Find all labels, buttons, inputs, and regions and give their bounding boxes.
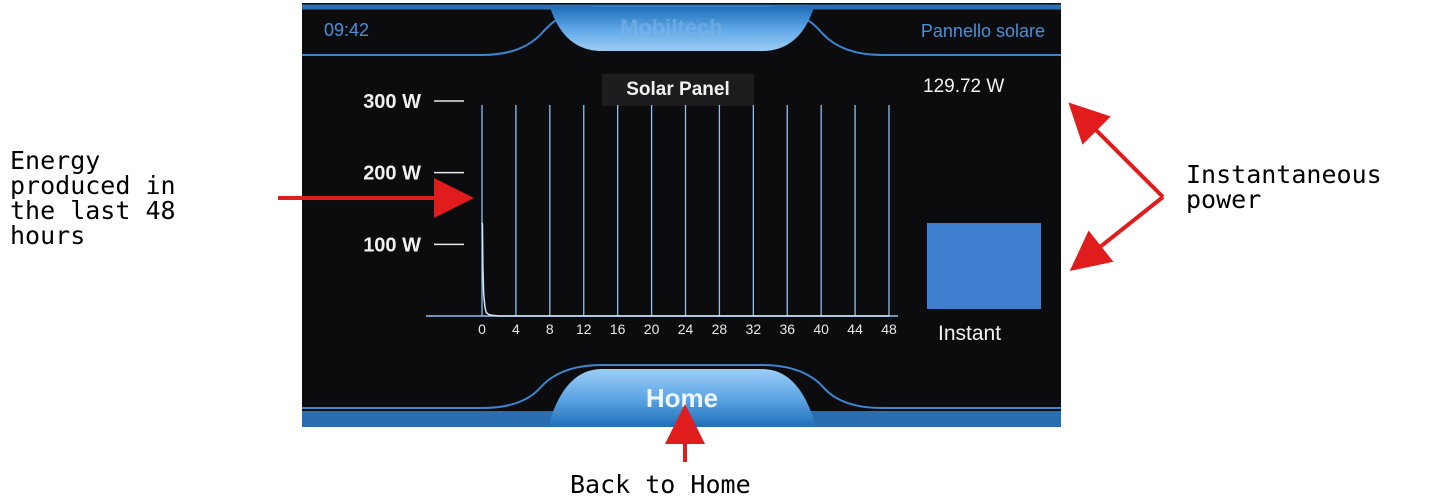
brand-logo: Mobiltech	[620, 15, 723, 40]
back-home-annotation: Back to Home	[570, 470, 751, 499]
instant-power-annotation: Instantaneous power	[1186, 160, 1382, 214]
x-tick-label-24: 24	[678, 321, 694, 337]
x-tick-label-20: 20	[644, 321, 660, 337]
instant-power-bar	[927, 223, 1041, 309]
x-tick-label-16: 16	[610, 321, 626, 337]
instant-arrow-up	[1068, 102, 1165, 199]
x-tick-label-48: 48	[881, 321, 897, 337]
top-tab	[550, 7, 814, 51]
x-tick-label-40: 40	[813, 321, 829, 337]
series-line-0	[481, 222, 889, 317]
x-tick-label-8: 8	[546, 321, 554, 337]
x-tick-label-0: 0	[478, 321, 486, 337]
y-tick-label-100: 100 W	[363, 234, 421, 256]
x-tick-label-12: 12	[576, 321, 592, 337]
x-tick-label-32: 32	[746, 321, 762, 337]
bottom-tab	[548, 369, 816, 427]
energy-annotation: Energy produced in the last 48 hours	[10, 146, 176, 250]
page-title: Pannello solare	[920, 21, 1045, 41]
y-tick-label-200: 200 W	[363, 163, 421, 185]
home-button[interactable]: Home	[645, 383, 719, 413]
instant-power-value: 129.72 W	[923, 76, 1005, 97]
chart-title: Solar Panel	[602, 74, 754, 106]
x-tick-label-4: 4	[512, 321, 520, 337]
bottom-frame-outline	[302, 364, 1061, 409]
instant-arrow-down	[1069, 195, 1165, 271]
device-screen: 09:42 Mobiltech Pannello solare Solar Pa…	[302, 3, 1061, 427]
instant-label: Instant	[938, 322, 1002, 345]
y-tick-label-300: 300 W	[363, 91, 421, 113]
screen-frame	[302, 4, 1061, 427]
x-tick-label-28: 28	[712, 321, 728, 337]
x-tick-label-36: 36	[779, 321, 795, 337]
x-tick-label-44: 44	[847, 321, 863, 337]
clock: 09:42	[324, 20, 370, 40]
